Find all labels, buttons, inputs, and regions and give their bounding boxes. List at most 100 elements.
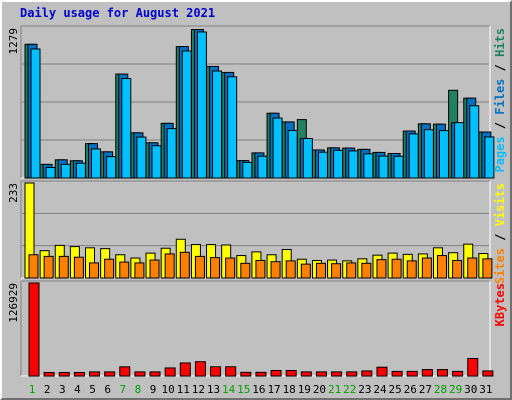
bar-sites-day-10 <box>164 253 175 279</box>
bar-pages-day-13 <box>212 70 223 179</box>
bar-pages-day-29 <box>454 122 465 179</box>
bar-sites-day-9 <box>149 259 160 279</box>
bar-kbytes-day-29 <box>452 370 464 377</box>
bar-sites-day-30 <box>467 257 478 279</box>
bar-kbytes-day-11 <box>179 362 191 377</box>
x-tick-label-day-27: 27 <box>419 383 432 396</box>
bar-sites-day-15 <box>240 262 251 279</box>
bar-kbytes-day-21 <box>331 371 343 377</box>
x-tick-label-day-14: 14 <box>222 383 236 396</box>
bar-kbytes-day-24 <box>376 366 388 377</box>
x-tick-label-day-11: 11 <box>177 383 190 396</box>
bar-sites-day-20 <box>315 262 326 279</box>
legend-item-pages: Pages <box>493 136 507 172</box>
bar-sites-day-2 <box>43 255 54 279</box>
bar-kbytes-day-6 <box>104 371 116 377</box>
bar-kbytes-day-3 <box>58 371 70 377</box>
bar-sites-day-16 <box>255 259 266 279</box>
x-tick-label-day-28: 28 <box>434 383 447 396</box>
bar-pages-day-8 <box>136 136 147 179</box>
x-tick-label-day-9: 9 <box>150 383 157 396</box>
bar-pages-day-25 <box>393 155 404 179</box>
bar-sites-day-19 <box>300 263 311 279</box>
bar-kbytes-day-13 <box>210 366 222 377</box>
x-tick-label-day-6: 6 <box>104 383 111 396</box>
bar-pages-day-15 <box>242 161 253 179</box>
bar-kbytes-day-4 <box>73 371 85 377</box>
bar-pages-day-7 <box>121 78 132 179</box>
x-tick-label-day-7: 7 <box>119 383 126 396</box>
bar-sites-day-31 <box>482 258 493 279</box>
bar-pages-day-9 <box>151 145 162 179</box>
x-tick-label-day-8: 8 <box>135 383 142 396</box>
bar-kbytes-day-15 <box>240 371 252 377</box>
bar-kbytes-day-22 <box>346 371 358 377</box>
bar-kbytes-day-18 <box>285 370 297 377</box>
bar-pages-day-16 <box>257 155 268 179</box>
bar-kbytes-day-7 <box>119 366 131 377</box>
x-tick-label-day-31: 31 <box>479 383 492 396</box>
bar-sites-day-27 <box>421 257 432 279</box>
bar-kbytes-day-12 <box>194 361 206 377</box>
bar-kbytes-day-30 <box>467 357 479 377</box>
x-tick-label-day-15: 15 <box>237 383 250 396</box>
bar-sites-day-17 <box>270 261 281 279</box>
panel-background <box>21 281 490 376</box>
bar-sites-day-14 <box>225 257 236 279</box>
bar-sites-day-7 <box>119 261 130 279</box>
bar-pages-day-30 <box>469 105 480 179</box>
bar-sites-day-29 <box>452 259 463 279</box>
bar-sites-day-1 <box>28 254 39 279</box>
legend-2: Sites / Visits <box>493 183 507 284</box>
x-tick-label-day-13: 13 <box>207 383 220 396</box>
x-tick-label-day-18: 18 <box>283 383 296 396</box>
bar-sites-day-8 <box>134 262 145 279</box>
x-tick-label-day-22: 22 <box>343 383 356 396</box>
legend-separator: / <box>493 64 507 78</box>
bar-pages-day-18 <box>287 130 298 179</box>
bar-kbytes-day-19 <box>300 371 312 377</box>
bar-kbytes-day-27 <box>421 369 433 377</box>
bar-sites-day-24 <box>376 259 387 279</box>
bar-pages-day-19 <box>302 137 313 179</box>
bar-kbytes-day-26 <box>406 370 418 377</box>
bar-pages-day-5 <box>91 148 102 179</box>
x-tick-label-day-25: 25 <box>388 383 401 396</box>
bar-kbytes-day-31 <box>482 370 494 377</box>
bar-kbytes-day-25 <box>391 370 403 377</box>
panel-2: 233 Sites / Visits <box>7 180 507 284</box>
bar-pages-day-24 <box>378 155 389 179</box>
panel-3: 126929 KBytes <box>7 280 507 377</box>
bar-pages-day-23 <box>363 153 374 179</box>
legend-separator: / <box>493 122 507 136</box>
legend-item-hits: Hits <box>493 28 507 64</box>
bar-kbytes-day-23 <box>361 370 373 377</box>
bar-pages-day-28 <box>438 130 449 179</box>
bar-kbytes-day-8 <box>134 371 146 377</box>
x-tick-label-day-4: 4 <box>74 383 81 396</box>
bar-pages-day-27 <box>423 129 434 179</box>
bar-sites-day-18 <box>285 260 296 279</box>
legend-item-kbytes: KBytes <box>493 283 507 326</box>
bar-sites-day-3 <box>58 255 69 279</box>
x-tick-label-day-16: 16 <box>252 383 265 396</box>
bar-sites-day-6 <box>104 258 115 279</box>
y-max-label: 1279 <box>7 28 20 55</box>
bar-sites-day-21 <box>331 263 342 279</box>
x-tick-label-day-20: 20 <box>313 383 326 396</box>
x-tick-label-day-24: 24 <box>373 383 387 396</box>
x-tick-label-day-30: 30 <box>464 383 477 396</box>
bar-sites-day-13 <box>210 257 221 279</box>
x-tick-label-day-23: 23 <box>358 383 371 396</box>
y-max-label: 126929 <box>7 283 20 323</box>
x-tick-label-day-26: 26 <box>404 383 417 396</box>
x-tick-label-day-21: 21 <box>328 383 341 396</box>
bar-sites-day-22 <box>346 262 357 279</box>
bar-pages-day-21 <box>333 149 344 179</box>
bar-pages-day-26 <box>408 133 419 179</box>
bar-kbytes-day-1 <box>28 282 40 377</box>
x-tick-label-day-12: 12 <box>192 383 205 396</box>
bar-sites-day-12 <box>194 255 205 279</box>
x-tick-label-day-19: 19 <box>298 383 311 396</box>
